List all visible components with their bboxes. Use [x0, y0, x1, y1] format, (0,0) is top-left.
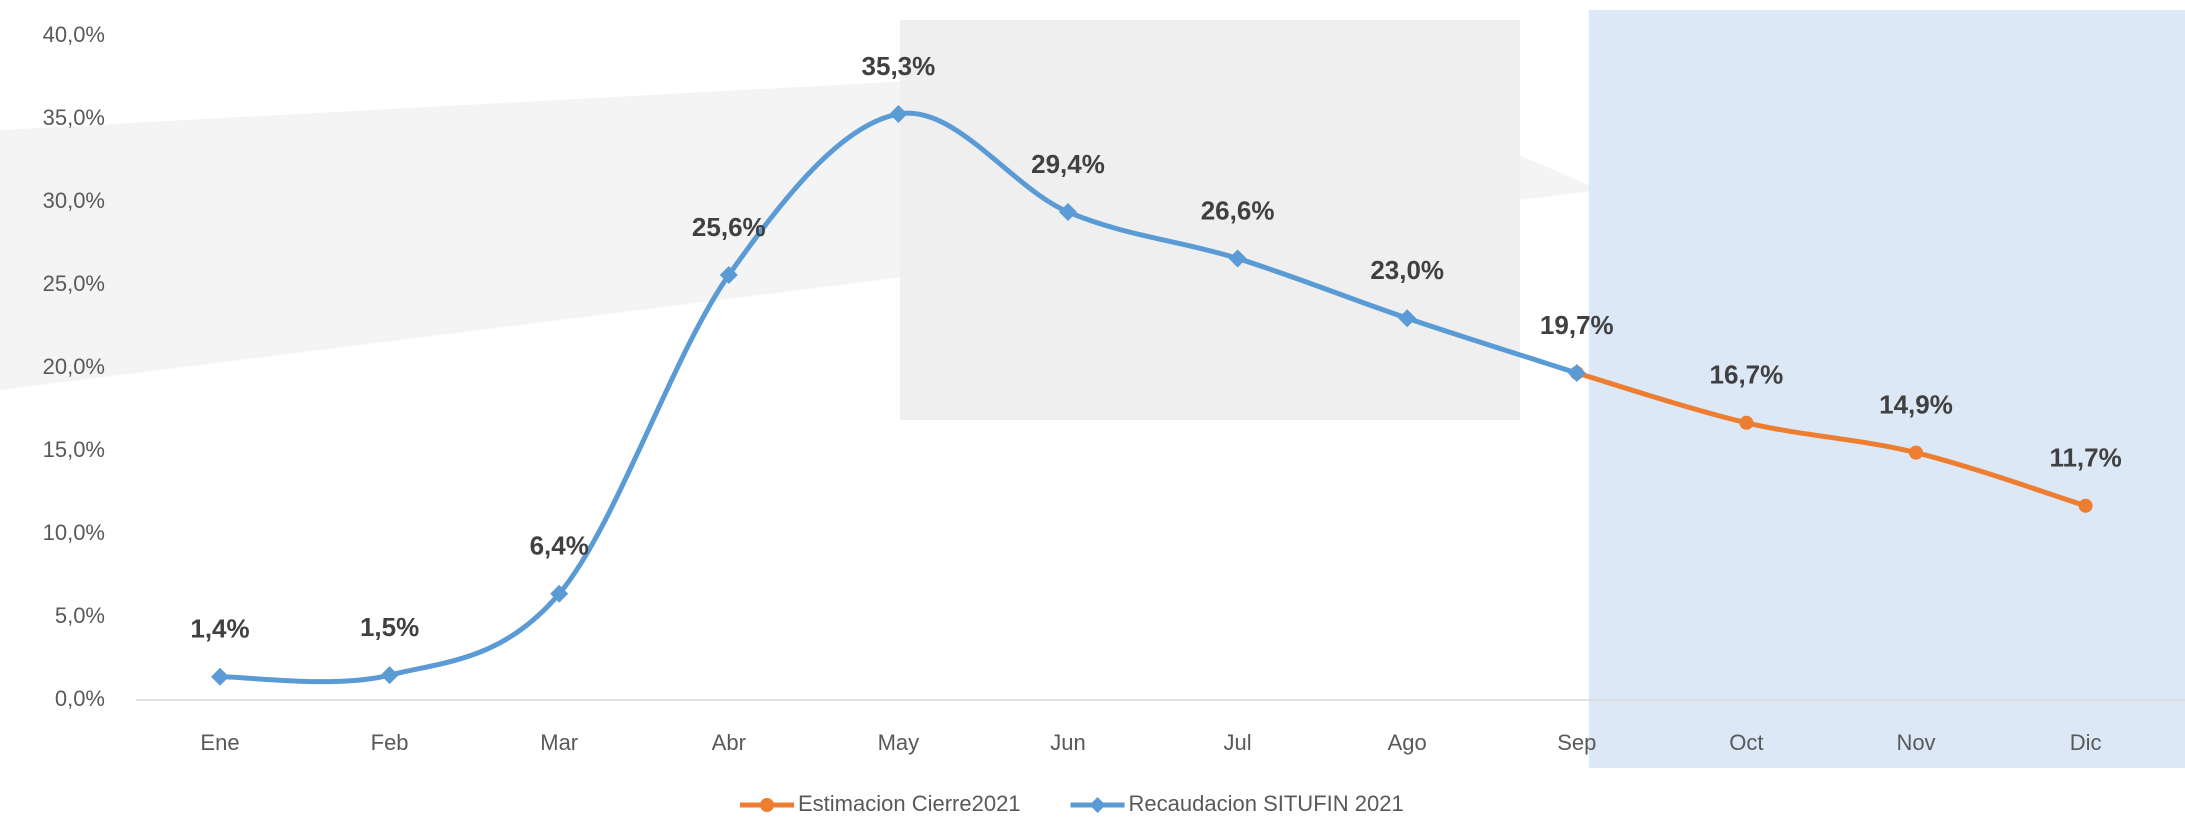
data-label: 25,6% — [692, 212, 766, 242]
data-label: 14,9% — [1879, 390, 1953, 420]
data-label: 6,4% — [530, 531, 589, 561]
data-label: 29,4% — [1031, 149, 1105, 179]
data-point — [2079, 499, 2093, 513]
legend-label: Recaudacion SITUFIN 2021 — [1129, 791, 1404, 816]
data-point — [381, 666, 399, 684]
x-tick-label: Mar — [540, 730, 578, 755]
data-label: 26,6% — [1201, 195, 1275, 225]
data-label: 19,7% — [1540, 310, 1614, 340]
y-tick-label: 20,0% — [43, 354, 105, 379]
data-label: 1,5% — [360, 612, 419, 642]
x-tick-label: Jul — [1224, 730, 1252, 755]
x-tick-label: Abr — [712, 730, 746, 755]
x-tick-label: Ago — [1388, 730, 1427, 755]
data-point — [211, 668, 229, 686]
y-tick-label: 5,0% — [55, 603, 105, 628]
data-label: 11,7% — [2049, 443, 2121, 473]
x-tick-label: May — [878, 730, 920, 755]
x-tick-label: Jun — [1050, 730, 1085, 755]
data-point — [1568, 364, 1586, 382]
data-label: 1,4% — [190, 614, 249, 644]
y-tick-label: 25,0% — [43, 271, 105, 296]
x-tick-label: Nov — [1896, 730, 1935, 755]
background — [0, 20, 1600, 420]
y-tick-label: 30,0% — [43, 188, 105, 213]
page: {"chart_data": {"type": "line", "categor… — [0, 0, 2185, 817]
y-tick-label: 10,0% — [43, 520, 105, 545]
y-tick-label: 35,0% — [43, 105, 105, 130]
x-tick-label: Dic — [2070, 730, 2102, 755]
data-label: 35,3% — [862, 51, 936, 81]
legend-label: Estimacion Cierre2021 — [798, 791, 1021, 816]
y-tick-label: 0,0% — [55, 686, 105, 711]
chart: 0,0% 5,0% 10,0% 15,0% 20,0% 25,0% 30,0% 35,0% 40… — [0, 0, 2185, 817]
data-point — [1909, 446, 1923, 460]
x-tick-label: Oct — [1729, 730, 1763, 755]
legend-marker — [760, 798, 774, 812]
legend-marker — [1090, 797, 1106, 813]
data-label: 16,7% — [1710, 360, 1784, 390]
x-tick-label: Sep — [1557, 730, 1596, 755]
data-label: 23,0% — [1370, 255, 1444, 285]
x-tick-label: Feb — [371, 730, 409, 755]
x-tick-label: Ene — [200, 730, 239, 755]
data-point — [1739, 416, 1753, 430]
y-tick-label: 40,0% — [43, 22, 105, 47]
y-tick-label: 15,0% — [43, 437, 105, 462]
